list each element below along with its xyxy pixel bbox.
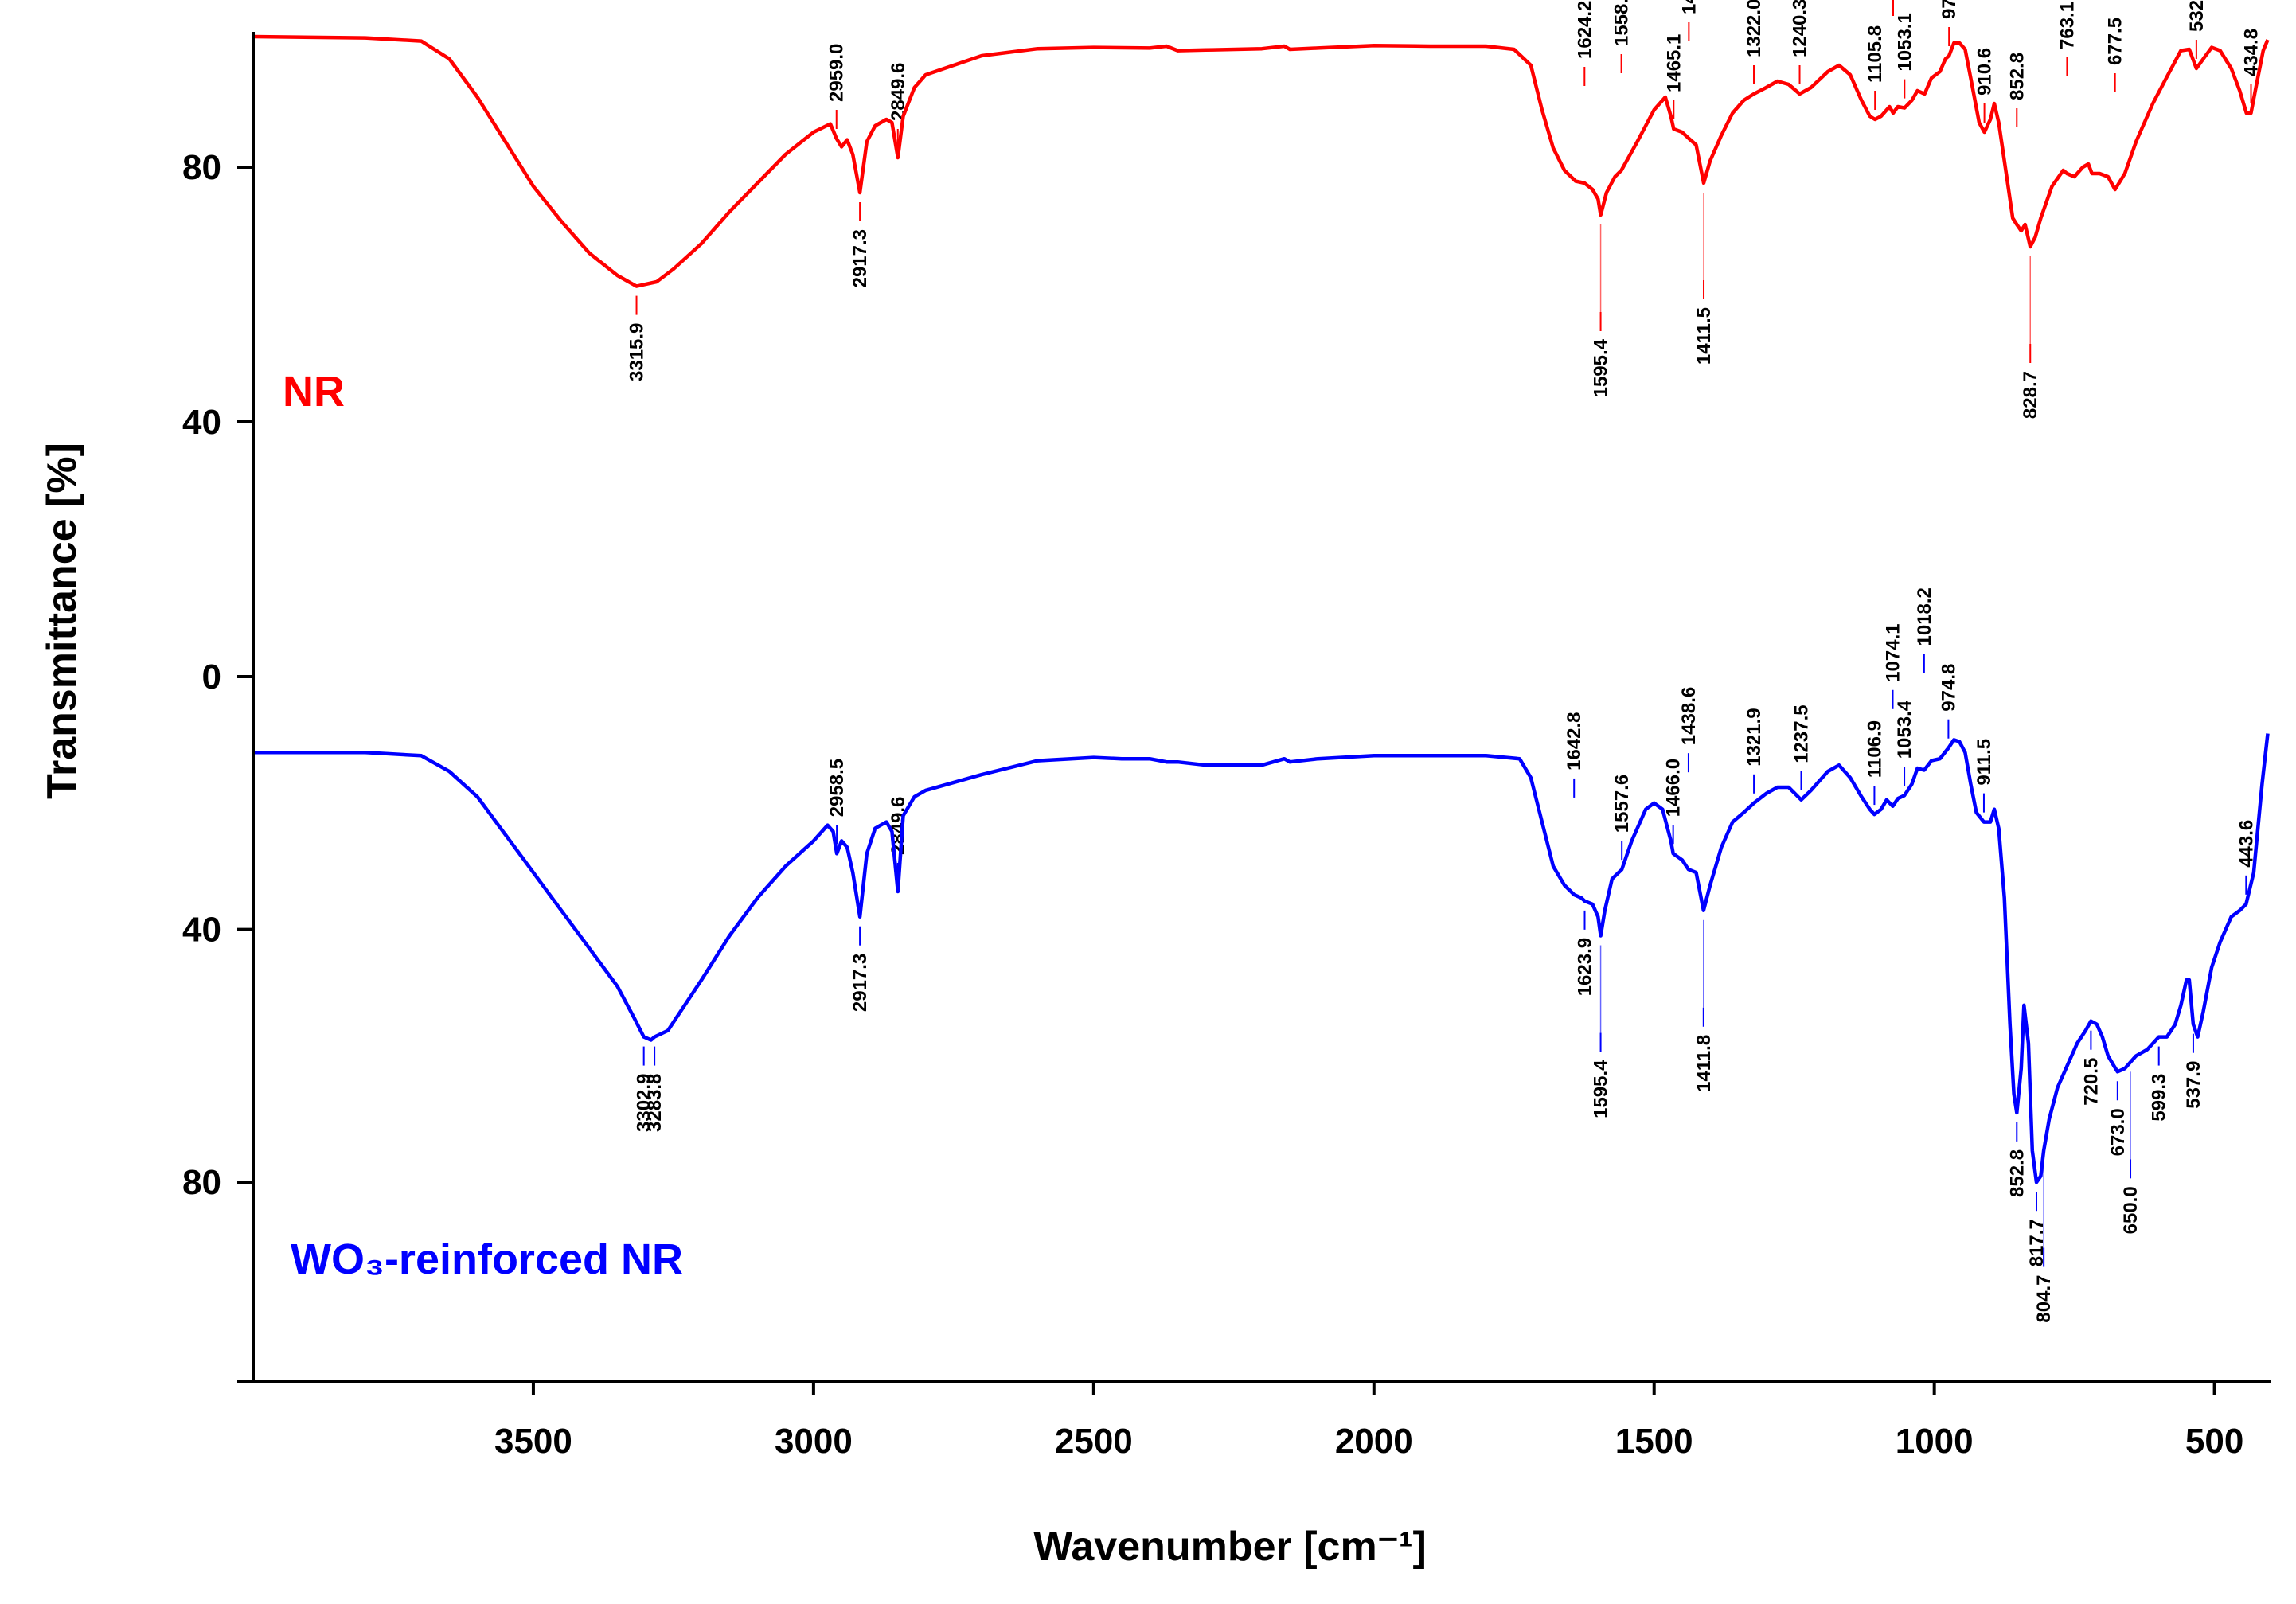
peak-label: 2917.3	[849, 954, 871, 1012]
peak-label: 3283.8	[644, 1074, 666, 1132]
x-tick-label: 3500	[494, 1422, 572, 1461]
x-tick-label: 1500	[1615, 1422, 1693, 1461]
peak-label: 828.7	[2020, 371, 2041, 419]
peak-label: 1558.4	[1611, 0, 1633, 46]
peak-label: 973.7	[1939, 0, 1960, 19]
peak-label: 1624.2	[1574, 1, 1595, 59]
y-ticks: 80 40 0 40 80	[182, 148, 253, 1383]
peak-label: 1053.1	[1894, 13, 1915, 71]
peak-label: 974.8	[1938, 664, 1959, 712]
y-tick-label: 40	[182, 403, 221, 442]
x-tick-label: 3000	[775, 1422, 853, 1461]
peak-label: 852.8	[2006, 53, 2028, 100]
peak-label: 1623.9	[1575, 938, 1596, 996]
peak-label: 804.7	[2033, 1275, 2055, 1323]
peak-label: 3315.9	[627, 323, 648, 381]
x-tick-label: 500	[2185, 1422, 2243, 1461]
x-tick-label: 2500	[1055, 1422, 1133, 1461]
peak-label: 1557.6	[1611, 775, 1633, 833]
peak-label: 1438.6	[1678, 687, 1700, 745]
x-axis-title: Wavenumber [cm⁻¹]	[1033, 1524, 1427, 1570]
peak-label: 1438.0	[1678, 0, 1700, 14]
peak-label: 2958.5	[826, 759, 848, 817]
y-tick-label: 80	[182, 1163, 221, 1202]
peak-label: 673.0	[2107, 1108, 2129, 1156]
peak-label: 720.5	[2080, 1058, 2102, 1106]
series-line-wo3-nr	[253, 733, 2270, 1184]
peak-label: 599.3	[2149, 1074, 2170, 1122]
peak-label: 1466.0	[1663, 759, 1685, 817]
peak-label: 852.8	[2006, 1149, 2028, 1197]
peak-label: 2849.6	[888, 797, 909, 855]
x-tick-label: 1000	[1896, 1422, 1974, 1461]
peak-annotations: 3315.9 2959.0 2917.3 2849.6 1624.2 1595.4 1558…	[627, 0, 2263, 1323]
peak-label: 677.5	[2105, 18, 2126, 65]
x-tick-label: 2000	[1335, 1422, 1413, 1461]
peak-label: 1411.5	[1693, 307, 1715, 365]
peak-label: 650.0	[2120, 1186, 2142, 1234]
peak-label: 3302.9	[634, 1074, 655, 1132]
peak-label: 1465.1	[1663, 34, 1685, 92]
peak-label: 763.1	[2056, 2, 2078, 49]
peak-label: 2917.3	[849, 229, 871, 287]
peak-label: 1411.8	[1693, 1035, 1715, 1092]
peak-label: 1322.0	[1743, 0, 1765, 57]
peak-label: 532.3	[2186, 0, 2208, 32]
peak-label: 1240.3	[1790, 0, 1811, 57]
peak-label: 1642.8	[1564, 712, 1585, 770]
y-axis-title: Transmittance [%]	[39, 443, 85, 799]
peak-label: 537.9	[2183, 1061, 2204, 1109]
peak-label: 1237.5	[1791, 704, 1813, 763]
series-label-nr: NR	[283, 368, 345, 416]
series-line-nr	[252, 34, 2270, 288]
series-label-wo3-nr: WO₃-reinforced NR	[291, 1235, 683, 1283]
peak-label: 1018.2	[1914, 587, 1935, 646]
peak-label: 1105.8	[1865, 25, 1886, 83]
peak-label: 1321.9	[1743, 708, 1765, 766]
y-tick-label: 80	[182, 148, 221, 187]
peak-label: 1595.4	[1591, 338, 1612, 397]
y-tick-label: 40	[182, 911, 221, 950]
peak-label: 911.5	[1974, 739, 1995, 786]
x-ticks: 3500 3000 2500 2000 1500 1000 500	[494, 1381, 2243, 1461]
peak-label: 2959.0	[826, 44, 848, 102]
peak-label: 1053.4	[1894, 700, 1915, 759]
series-layer	[252, 34, 2270, 1184]
peak-label: 1595.4	[1591, 1060, 1612, 1118]
y-tick-label: 0	[202, 658, 221, 697]
peak-label: 910.6	[1974, 48, 1996, 96]
peak-label: 1106.9	[1864, 720, 1885, 778]
peak-label: 1074.1	[1883, 623, 1904, 681]
